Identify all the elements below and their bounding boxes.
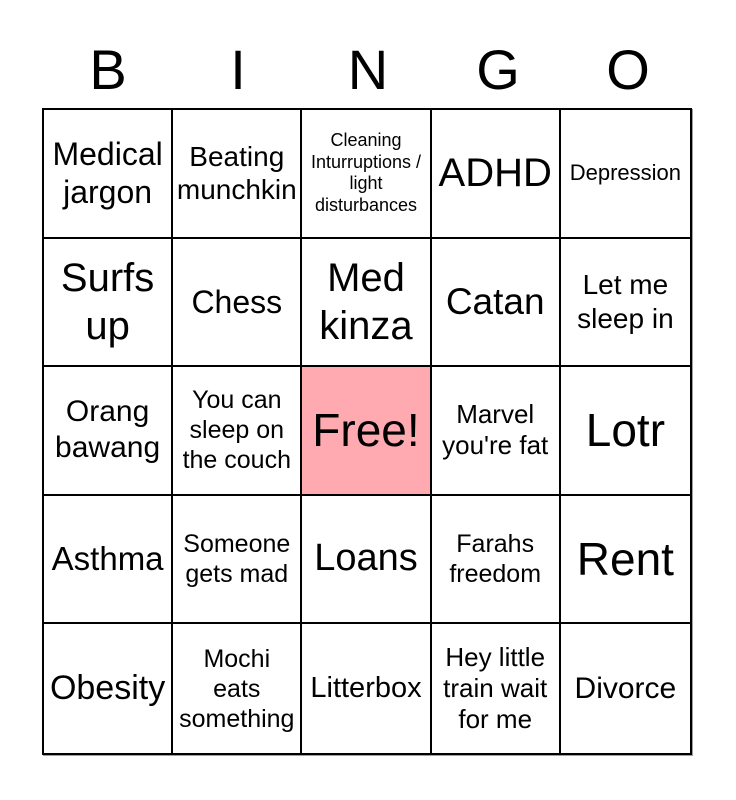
bingo-cell-r5c5[interactable]: Divorce [574, 671, 677, 705]
bingo-cell-r4c5[interactable]: Rent [560, 496, 690, 625]
title-letter-g: G [476, 38, 520, 101]
bingo-cell-r1c2[interactable]: Beating munchkin [173, 110, 303, 239]
bingo-cell-r4c3[interactable]: Loans [302, 495, 432, 625]
bingo-cell-r3c5[interactable]: Lotr [560, 367, 690, 496]
bingo-cell-r1c4[interactable]: ADHD [431, 110, 561, 239]
bingo-cell-r4c1[interactable]: Asthma [44, 495, 174, 625]
bingo-cell-r1c1[interactable]: Medical jargon [44, 110, 174, 239]
bingo-cell-r5c4[interactable]: Hey little train wait for me [432, 624, 561, 753]
bingo-cell-r3c2[interactable]: You can sleep on the couch [173, 367, 303, 496]
bingo-cell-r2c3[interactable]: Med kinza [302, 238, 432, 368]
title-letter-n: N [347, 38, 389, 101]
bingo-cell-r1c5[interactable]: Depression [560, 110, 690, 239]
bingo-title: B I N G O [43, 0, 693, 104]
bingo-cell-r4c2[interactable]: Someone gets mad [173, 495, 303, 625]
bingo-cell-r2c4[interactable]: Catan [431, 238, 561, 368]
bingo-cell-r4c4[interactable]: Farahs freedom [431, 495, 561, 625]
bingo-cell-r5c2[interactable]: Mochi eats something [173, 624, 303, 753]
bingo-cell-r3c4[interactable]: Marvel you're fat [431, 367, 561, 496]
bingo-cell-r1c3[interactable]: Cleaning Inturruptions / light disturban… [302, 110, 432, 239]
title-letter-b: B [89, 38, 127, 101]
title-letter-o: O [606, 38, 650, 101]
bingo-board: Medical jargon Beating munchkin Cleaning… [42, 108, 692, 755]
bingo-cell-r2c5[interactable]: Let me sleep in [560, 239, 690, 368]
bingo-cell-free[interactable]: Free! [302, 367, 432, 496]
bingo-cell-r2c1[interactable]: Surfs up [44, 238, 174, 368]
bingo-cell-r5c1[interactable]: Obesity [44, 624, 174, 753]
bingo-cell-r5c3[interactable]: Litterbox [302, 624, 432, 753]
bingo-cell-r2c2[interactable]: Chess [173, 238, 303, 368]
bingo-cell-r3c1[interactable]: Orang bawang [44, 367, 174, 496]
title-letter-i: I [230, 38, 246, 101]
